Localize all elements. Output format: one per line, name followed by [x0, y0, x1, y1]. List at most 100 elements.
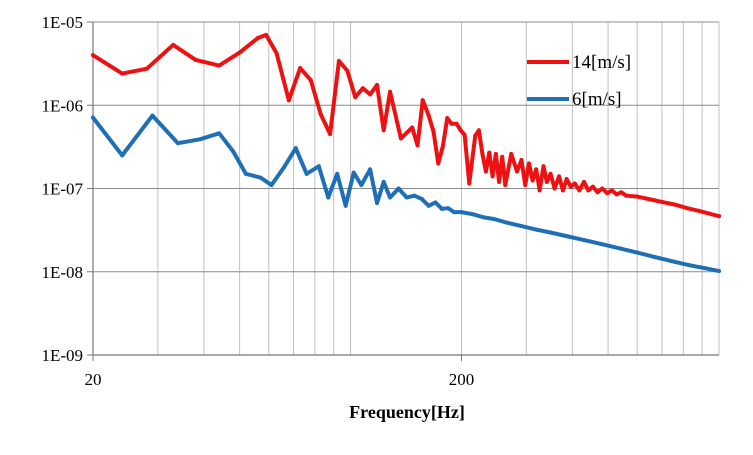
- data-point-14-m-s: [171, 42, 176, 47]
- data-point-14-m-s: [274, 51, 279, 56]
- data-point-14-m-s: [503, 183, 508, 188]
- data-point-6-m-s: [316, 164, 321, 169]
- data-point-14-m-s: [500, 154, 505, 159]
- data-point-6-m-s: [599, 242, 604, 247]
- data-point-14-m-s: [493, 151, 498, 156]
- data-point-6-m-s: [175, 141, 180, 146]
- data-point-14-m-s: [707, 211, 712, 216]
- data-point-14-m-s: [577, 188, 582, 193]
- data-point-14-m-s: [449, 121, 454, 126]
- data-point-14-m-s: [120, 71, 125, 76]
- data-point-14-m-s: [336, 59, 341, 63]
- data-point-14-m-s: [487, 150, 492, 155]
- data-point-14-m-s: [509, 151, 514, 156]
- y-tick-label: 1E-07: [41, 180, 83, 199]
- data-point-14-m-s: [286, 98, 291, 103]
- data-point-6-m-s: [359, 183, 364, 188]
- data-point-6-m-s: [481, 215, 486, 220]
- data-point-6-m-s: [368, 167, 373, 172]
- legend-label-14-m-s: 14[m/s]: [572, 52, 631, 73]
- data-point-14-m-s: [568, 184, 573, 189]
- data-point-6-m-s: [412, 193, 417, 198]
- data-point-6-m-s: [269, 183, 274, 188]
- data-point-14-m-s: [368, 92, 373, 97]
- data-point-6-m-s: [687, 263, 692, 268]
- series-6-m-s: [91, 113, 721, 274]
- data-point-14-m-s: [619, 190, 624, 195]
- data-point-6-m-s: [120, 153, 125, 158]
- data-point-14-m-s: [237, 50, 242, 55]
- data-point-14-m-s: [572, 181, 577, 186]
- data-point-14-m-s: [614, 192, 619, 197]
- data-point-14-m-s: [541, 164, 546, 169]
- data-point-14-m-s: [318, 112, 323, 117]
- data-point-14-m-s: [717, 214, 721, 219]
- data-point-6-m-s: [504, 220, 509, 225]
- data-point-14-m-s: [398, 136, 403, 141]
- data-point-6-m-s: [197, 137, 202, 142]
- legend-label-6-m-s: 6[m/s]: [572, 89, 622, 110]
- data-point-14-m-s: [420, 98, 425, 103]
- data-point-6-m-s: [375, 200, 380, 205]
- data-point-6-m-s: [426, 203, 431, 208]
- data-point-14-m-s: [264, 32, 269, 37]
- data-point-14-m-s: [308, 78, 313, 83]
- data-point-6-m-s: [419, 196, 424, 201]
- data-point-14-m-s: [552, 186, 557, 191]
- data-point-14-m-s: [483, 169, 488, 174]
- data-point-14-m-s: [445, 116, 450, 121]
- data-point-6-m-s: [217, 131, 222, 136]
- data-point-14-m-s: [605, 191, 610, 196]
- data-point-14-m-s: [431, 129, 436, 134]
- data-point-6-m-s: [326, 195, 331, 200]
- data-point-14-m-s: [497, 179, 502, 184]
- data-point-14-m-s: [564, 177, 569, 182]
- data-point-14-m-s: [381, 128, 386, 133]
- data-point-14-m-s: [375, 83, 380, 88]
- data-point-14-m-s: [328, 132, 333, 137]
- data-point-14-m-s: [458, 128, 463, 133]
- x-axis-title: Frequency[Hz]: [349, 402, 465, 422]
- data-point-6-m-s: [388, 195, 393, 200]
- series-layer: [91, 32, 721, 274]
- y-tick-label: 1E-09: [41, 346, 83, 365]
- data-point-14-m-s: [624, 193, 629, 198]
- data-point-6-m-s: [471, 212, 476, 217]
- data-point-6-m-s: [150, 113, 155, 118]
- data-point-14-m-s: [388, 89, 393, 94]
- data-point-14-m-s: [659, 199, 664, 204]
- data-point-14-m-s: [193, 57, 198, 62]
- data-point-14-m-s: [298, 66, 303, 71]
- data-point-14-m-s: [548, 171, 553, 176]
- data-point-6-m-s: [452, 210, 457, 215]
- data-point-14-m-s: [609, 188, 614, 193]
- data-point-6-m-s: [404, 195, 409, 200]
- data-point-6-m-s: [304, 171, 309, 176]
- data-point-6-m-s: [717, 269, 721, 274]
- data-point-14-m-s: [436, 161, 441, 166]
- data-point-6-m-s: [381, 179, 386, 184]
- data-point-6-m-s: [652, 255, 657, 260]
- data-point-14-m-s: [144, 66, 149, 71]
- data-point-14-m-s: [673, 202, 678, 207]
- data-point-6-m-s: [396, 186, 401, 191]
- data-point-14-m-s: [467, 181, 472, 186]
- data-point-14-m-s: [91, 53, 95, 58]
- data-point-6-m-s: [231, 149, 236, 154]
- data-point-14-m-s: [581, 179, 586, 184]
- data-point-14-m-s: [648, 197, 653, 202]
- data-point-14-m-s: [557, 174, 562, 179]
- data-point-6-m-s: [343, 203, 348, 208]
- data-point-6-m-s: [243, 171, 248, 176]
- data-point-14-m-s: [345, 68, 350, 73]
- data-point-6-m-s: [282, 165, 287, 170]
- data-point-14-m-s: [440, 144, 445, 149]
- data-point-14-m-s: [360, 86, 365, 91]
- data-point-14-m-s: [410, 125, 415, 130]
- data-point-14-m-s: [595, 190, 600, 195]
- data-point-6-m-s: [491, 217, 496, 222]
- data-point-6-m-s: [446, 206, 451, 211]
